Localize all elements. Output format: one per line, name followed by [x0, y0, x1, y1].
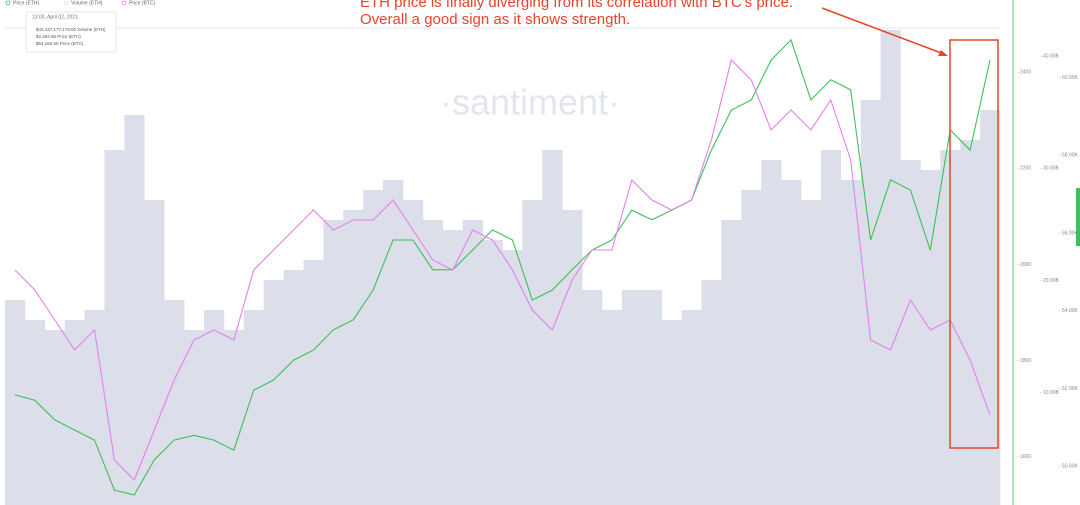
legend-swatch	[63, 0, 69, 6]
volume-bar	[223, 330, 245, 505]
y-tick-label: 40.00B	[1043, 53, 1060, 59]
y-tick-label: 54.00K	[1062, 308, 1079, 314]
legend-item: Price (ETH)	[13, 0, 39, 6]
watermark: ·santiment·	[440, 82, 620, 123]
legend-swatch	[121, 0, 127, 6]
y-tick-label: 30.00B	[1043, 166, 1060, 172]
volume-bar	[980, 109, 1001, 505]
tooltip-line: $54,160.50 Price (BTC)	[36, 41, 84, 46]
volume-bar	[343, 209, 364, 505]
volume-bar	[84, 309, 105, 505]
volume-bar	[184, 330, 205, 505]
volume-bar	[920, 170, 941, 505]
volume-bar	[323, 219, 344, 505]
y-tick-label: 2200	[1020, 166, 1031, 172]
volume-bar	[124, 115, 145, 505]
volume-bar	[801, 199, 822, 505]
volume-bar	[44, 330, 65, 505]
volume-bar	[482, 240, 503, 505]
annotation: ETH price is finally diverging from its …	[360, 0, 793, 11]
volume-bar	[960, 140, 981, 505]
price-line	[14, 38, 991, 496]
y-tick-label: 52.00K	[1062, 386, 1079, 392]
volume-bar	[840, 180, 861, 505]
volume-bar	[363, 189, 384, 505]
volume-bar	[263, 279, 284, 505]
y-tick-label: 1600	[1020, 454, 1031, 460]
y-tick-label: 56.00K	[1062, 230, 1079, 236]
volume-bar	[781, 180, 802, 505]
volume-bar	[422, 219, 444, 505]
y-tick-label: 60.00K	[1062, 75, 1079, 81]
y-tick-label: 1800	[1020, 358, 1031, 364]
volume-bar	[164, 299, 185, 505]
volume-bar	[582, 289, 603, 505]
volume-bar	[522, 199, 543, 505]
y-tick-label: 58.00K	[1062, 153, 1079, 159]
volume-bar	[144, 199, 165, 505]
volume-bar	[761, 160, 782, 505]
tooltip-line: $2,494.55 Price (ETH)	[36, 34, 81, 39]
volume-bar	[64, 319, 85, 505]
volume-bar	[602, 309, 623, 505]
volume-bar	[860, 99, 881, 505]
legend: Price (ETH) Volume (ETH) Price (BTC)	[5, 0, 155, 6]
volume-bar	[283, 270, 304, 505]
volume-bar	[741, 189, 762, 505]
volume-bar	[5, 299, 26, 505]
volume-bar	[502, 250, 523, 505]
volume-bar	[204, 309, 225, 505]
price-line	[14, 58, 991, 481]
volume-bar	[243, 309, 264, 505]
volume-bar	[701, 279, 722, 505]
tooltip-line: $43,437,177,179.00 Volume (ETH)	[36, 27, 106, 32]
volume-bar	[661, 319, 682, 505]
volume-bar	[542, 150, 563, 505]
y-tick-label: 50.00K	[1062, 463, 1079, 469]
y-tick-label: 10.00B	[1043, 390, 1060, 396]
volume-bar	[403, 199, 424, 505]
y-tick-label: 2000	[1020, 262, 1031, 268]
tooltip-date: 13:00, April 02, 2021	[32, 14, 78, 20]
arrow-head	[938, 50, 948, 56]
axes: 1600 1800 2000 2200 2400 10.00B 20.00B 30.00B 40…	[1017, 53, 1079, 469]
volume-bar	[820, 150, 842, 505]
y-tick-label: 20.00B	[1043, 278, 1060, 284]
volume-bar	[681, 309, 702, 505]
volume-bar	[721, 219, 742, 505]
volume-bar	[303, 260, 324, 505]
volume-bar	[383, 180, 404, 505]
volume-bar	[24, 319, 46, 505]
plot-area	[5, 29, 1001, 505]
volume-bar	[880, 29, 901, 505]
highlight-box	[949, 39, 999, 449]
volume-bar	[621, 289, 643, 505]
tooltip-box	[25, 11, 117, 53]
annotation: Overall a good sign as it shows strength…	[360, 11, 630, 28]
scroll-handle[interactable]	[1076, 188, 1080, 246]
volume-bar	[462, 219, 483, 505]
y-tick-label: 2400	[1020, 69, 1031, 75]
volume-bar	[900, 160, 921, 505]
legend-item: Price (BTC)	[129, 0, 155, 6]
volume-bar	[641, 289, 662, 505]
volume-bar	[104, 150, 125, 505]
volume-bar	[442, 230, 463, 505]
legend-item: Volume (ETH)	[71, 0, 103, 6]
volume-bar	[562, 209, 583, 505]
arrow	[821, 7, 945, 55]
legend-swatch	[5, 0, 11, 6]
